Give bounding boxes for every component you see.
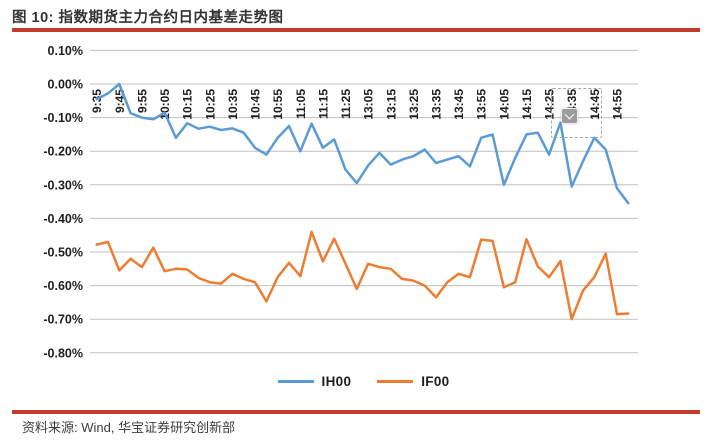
- x-tick-label: 9:35: [90, 89, 104, 113]
- selection-dropdown-button[interactable]: [561, 108, 578, 124]
- figure-title: 图 10: 指数期货主力合约日内基差走势图: [12, 10, 284, 26]
- legend-item-if00: IF00: [377, 374, 449, 389]
- x-tick-label: 13:15: [384, 89, 398, 120]
- y-tick-label: -0.80%: [43, 346, 83, 360]
- x-tick-label: 10:35: [226, 89, 240, 120]
- x-tick-label: 14:55: [610, 89, 624, 120]
- x-tick-label: 10:55: [271, 89, 285, 120]
- x-tick-label: 10:15: [181, 89, 195, 120]
- legend-label-ih00: IH00: [321, 374, 352, 389]
- ih00-line-swatch: [277, 380, 314, 383]
- x-tick-label: 10:05: [158, 89, 172, 120]
- ih00-series-line: [95, 82, 630, 205]
- if00-line-swatch: [377, 380, 414, 383]
- y-tick-label: -0.50%: [43, 246, 83, 260]
- x-tick-label: 11:15: [316, 89, 330, 119]
- x-tick-label: 14:25: [543, 89, 557, 120]
- x-tick-label: 13:45: [452, 89, 466, 120]
- chart-legend: IH00 IF00: [0, 374, 727, 389]
- x-tick-label: 9:55: [135, 89, 149, 113]
- x-tick-label: 11:25: [339, 89, 353, 119]
- y-tick-label: -0.40%: [43, 212, 83, 226]
- if00-series-line: [95, 230, 630, 321]
- y-tick-label: -0.30%: [43, 178, 83, 192]
- footer-accent-rule: [12, 410, 700, 414]
- axis-label-selection-box: [551, 88, 602, 138]
- title-accent-rule: [12, 28, 700, 32]
- y-tick-label: -0.10%: [43, 111, 83, 125]
- legend-label-if00: IF00: [421, 374, 450, 389]
- x-tick-label: 10:25: [203, 89, 217, 120]
- legend-item-ih00: IH00: [277, 374, 352, 389]
- x-tick-label: 11:05: [294, 89, 308, 119]
- x-tick-label: 13:35: [430, 89, 444, 120]
- x-tick-label: 13:55: [475, 89, 489, 120]
- chevron-down-icon: [564, 109, 575, 120]
- y-tick-label: -0.70%: [43, 313, 83, 327]
- x-tick-label: 10:45: [249, 89, 263, 120]
- x-tick-label: 14:45: [588, 89, 602, 120]
- y-tick-label: -0.60%: [43, 279, 83, 293]
- x-tick-label: 13:05: [362, 89, 376, 120]
- x-tick-label: 14:05: [497, 89, 511, 120]
- y-tick-label: -0.20%: [43, 145, 83, 159]
- y-tick-label: 0.10%: [48, 44, 83, 58]
- x-tick-label: 13:25: [407, 89, 421, 120]
- y-tick-label: 0.00%: [48, 78, 83, 92]
- x-tick-label: 14:15: [520, 89, 534, 120]
- source-note: 资料来源: Wind, 华宝证券研究创新部: [22, 420, 236, 435]
